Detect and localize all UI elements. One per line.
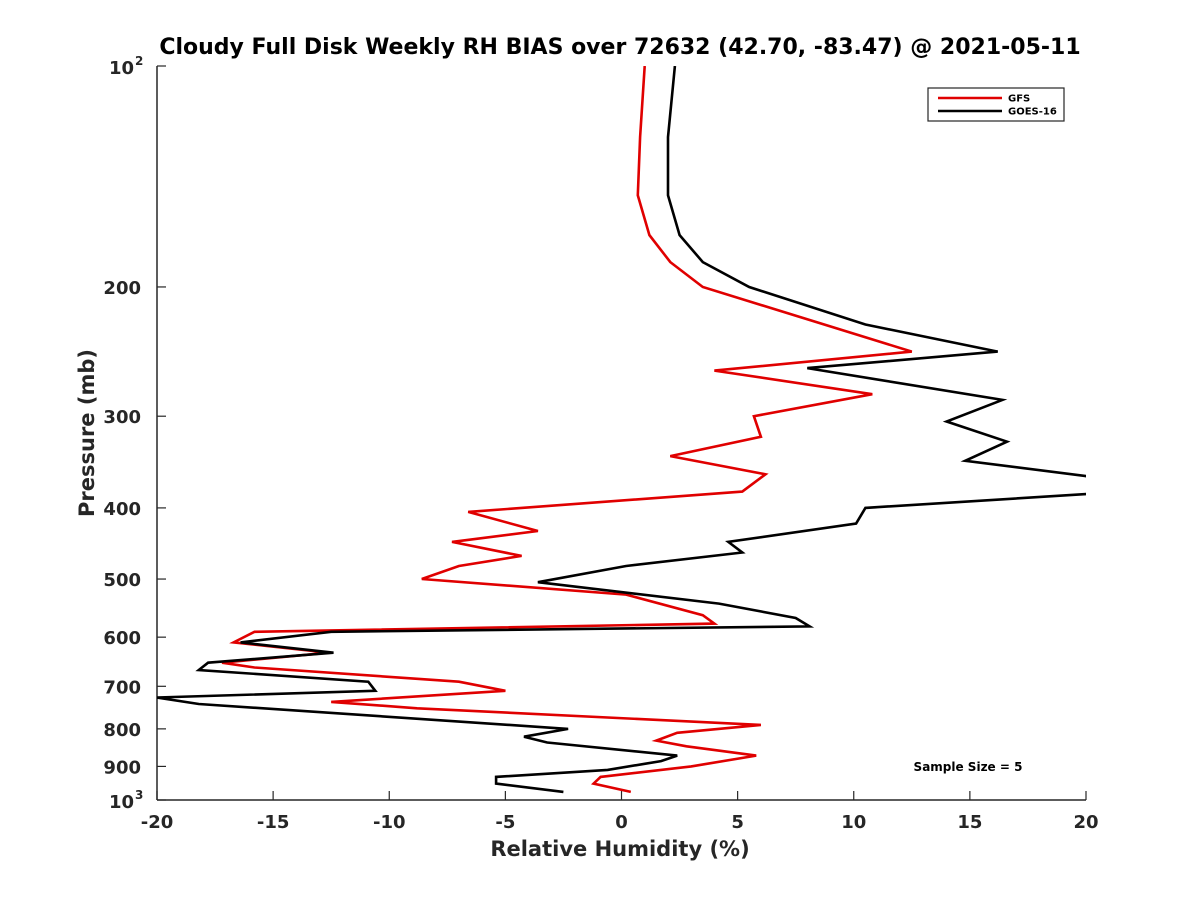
y-tick-label-exponent: 3: [135, 788, 143, 802]
legend: GFS GOES-16: [927, 87, 1065, 122]
y-tick-label: 500: [103, 570, 141, 591]
x-tick-label: 0: [615, 812, 628, 833]
x-axis-label: Relative Humidity (%): [490, 837, 749, 861]
chart-title: Cloudy Full Disk Weekly RH BIAS over 726…: [159, 35, 1080, 60]
y-tick-label: 900: [103, 757, 141, 778]
legend-label-goes-16: GOES-16: [1008, 107, 1057, 118]
y-tick-label: 10: [109, 58, 134, 79]
x-tick-label: 10: [841, 812, 866, 833]
x-tick-label: 20: [1073, 812, 1098, 833]
x-tick-label: -10: [373, 812, 406, 833]
y-tick-label: 200: [103, 278, 141, 299]
x-tick-label: -5: [495, 812, 515, 833]
y-tick-label: 10: [109, 792, 134, 813]
x-tick-label: 5: [731, 812, 744, 833]
series-line-gfs: [221, 66, 913, 794]
sample-size-note: Sample Size = 5: [914, 760, 1023, 774]
y-tick-label: 600: [103, 628, 141, 649]
series-line-goes-16: [157, 66, 1086, 794]
legend-box: [927, 87, 1065, 122]
y-tick-label: 400: [103, 499, 141, 520]
x-tick-label: 15: [957, 812, 982, 833]
legend-label-gfs: GFS: [1008, 94, 1030, 105]
x-tick-label: -20: [141, 812, 174, 833]
y-tick-label-exponent: 2: [135, 54, 143, 68]
y-tick-label: 800: [103, 720, 141, 741]
y-axis-label: Pressure (mb): [75, 349, 99, 517]
y-tick-label: 700: [103, 677, 141, 698]
x-tick-label: -15: [257, 812, 290, 833]
y-tick-label: 300: [103, 407, 141, 428]
